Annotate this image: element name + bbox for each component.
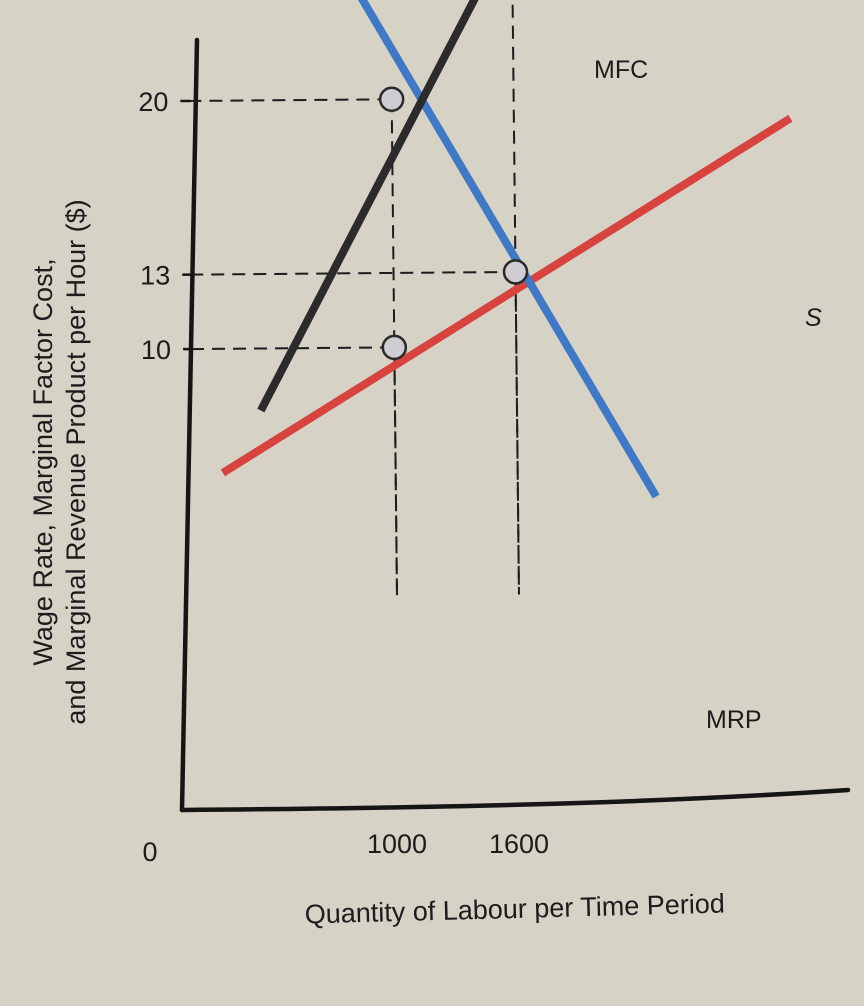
guide-vertical-1600-28 (511, 0, 520, 595)
y-axis-title-line2: and Marginal Revenue Product per Hour ($… (61, 199, 91, 724)
curve-label-mrp: MRP (706, 706, 762, 734)
y-axis-title: Wage Rate, Marginal Factor Cost, and Mar… (28, 199, 91, 724)
y-tick-label-13: 13 (140, 261, 170, 291)
point-1600-13 (502, 259, 529, 285)
point-1000-10 (381, 334, 408, 361)
intersection-points (378, 86, 529, 361)
y-tick-label-10: 10 (141, 335, 171, 365)
origin-label: 0 (142, 837, 157, 867)
x-axis-title: Quantity of Labour per Time Period (304, 889, 725, 930)
curve-s (220, 114, 793, 477)
guide-lines (188, 0, 520, 596)
y-axis-title-line1: Wage Rate, Marginal Factor Cost, (28, 258, 58, 665)
guide-horizontal-20 (188, 98, 392, 102)
point-1000-20 (378, 86, 405, 113)
curve-label-mfc: MFC (594, 56, 648, 84)
curves (220, 0, 793, 499)
x-tick-label-1000: 1000 (367, 829, 427, 859)
guide-horizontal-10 (191, 346, 395, 351)
curve-mfc (257, 0, 479, 413)
tick-labels: 1013202810001600 (138, 87, 549, 859)
curve-labels: MFC MRP S (594, 56, 822, 734)
y-tick-label-20: 20 (138, 87, 168, 117)
guide-vertical-1600-13 (514, 271, 520, 595)
curve-label-s: S (805, 304, 822, 332)
x-tick-label-1600: 1600 (489, 829, 549, 859)
x-axis (179, 787, 851, 813)
y-axis (179, 37, 200, 813)
curve-mrp (358, 0, 660, 499)
guide-horizontal-13 (190, 270, 516, 276)
